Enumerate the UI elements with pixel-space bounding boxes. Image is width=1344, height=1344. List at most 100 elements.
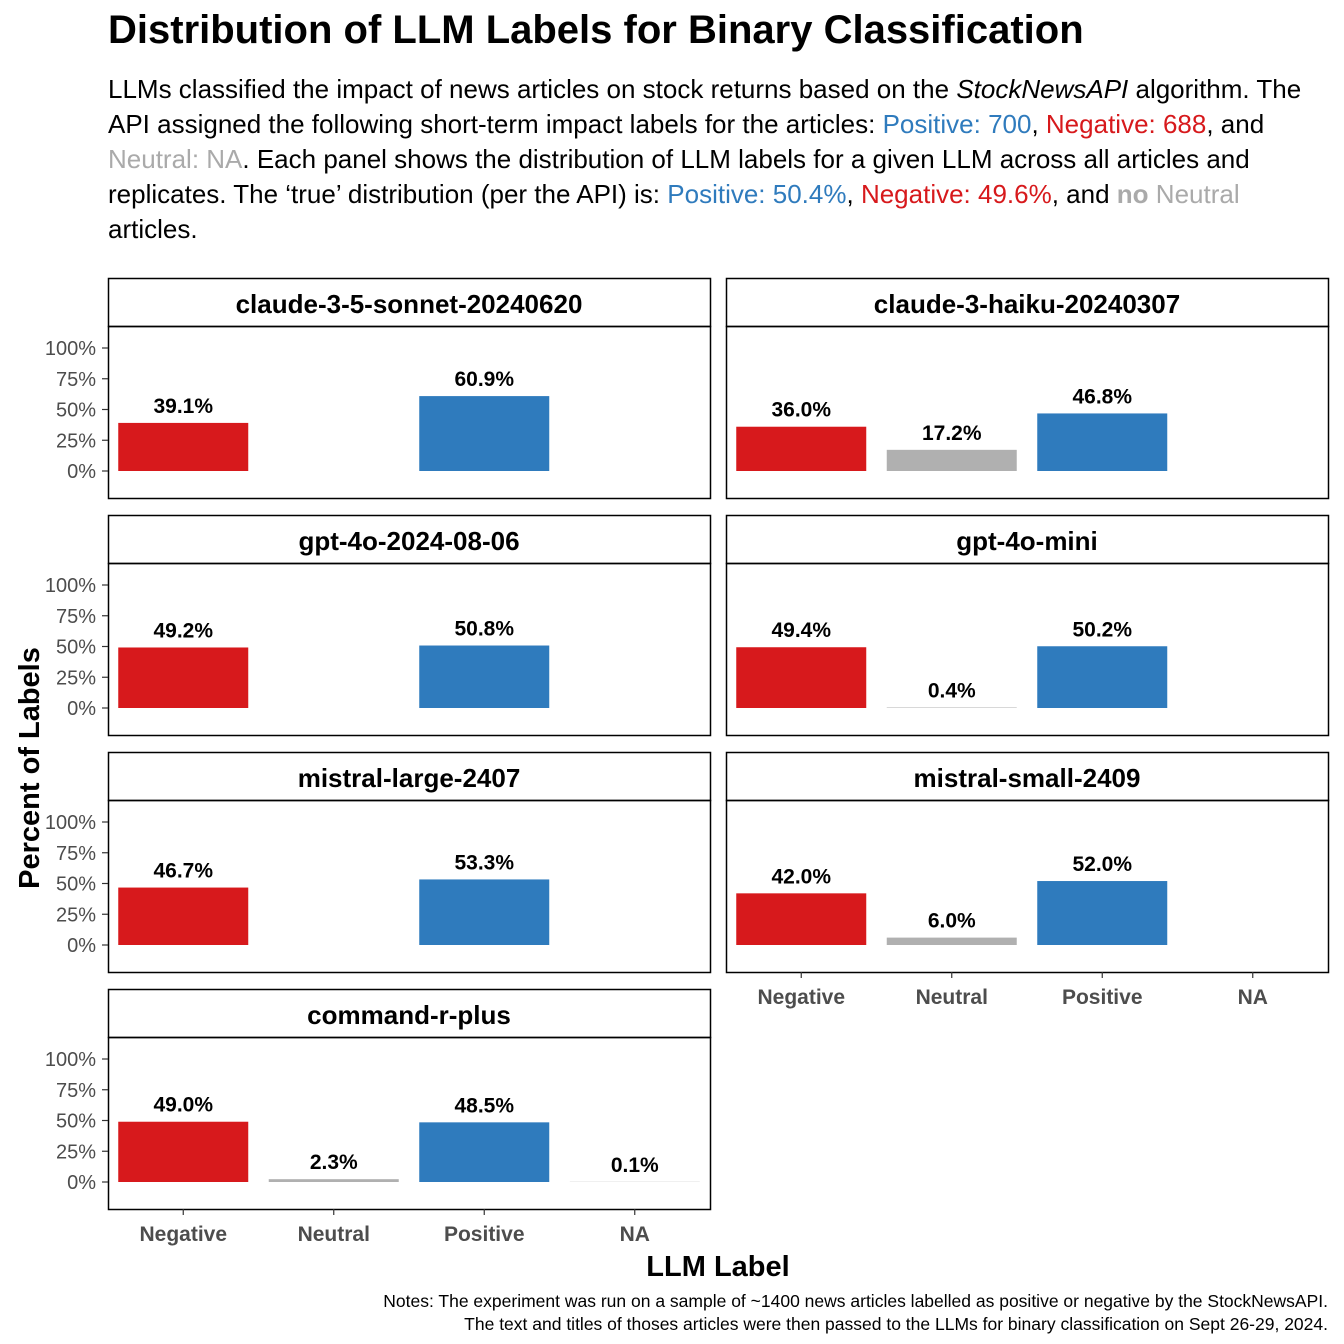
subtitle-negative-share: Negative: 49.6% [860,179,1052,209]
notes-line-2: The text and titles of thoses articles w… [464,1314,1328,1334]
x-tick-label: Negative [139,1223,227,1246]
y-tick-label: 50% [56,1111,96,1133]
panel-border [725,562,1330,737]
y-tick-label: 100% [45,338,96,360]
y-tick-label: 50% [56,637,96,659]
x-tick-label: Positive [1062,986,1143,1009]
subtitle-no-emphasis: no [1116,179,1149,209]
bar-value-label: 49.0% [153,1094,213,1117]
bar-neutral [268,1179,399,1182]
panel-title: gpt-4o-mini [956,526,1098,556]
panel-title: mistral-small-2409 [914,763,1141,793]
y-tick-label: 0% [67,935,96,957]
bar-neutral [886,449,1017,471]
bar-negative [118,887,249,945]
y-tick-label: 25% [56,430,96,452]
panel-strip [725,277,1330,328]
x-tick-label: NA [620,1223,650,1246]
y-tick-label: 100% [45,575,96,597]
bar-negative [118,422,249,471]
y-tick-label: 75% [56,1080,96,1102]
x-tick-label: Negative [757,986,845,1009]
subtitle-text: algorithm. The API assigned the followin… [108,74,1302,139]
bar-value-label: 0.4% [928,680,976,703]
bar-value-label: 39.1% [153,395,213,418]
notes-line-1: Notes: The experiment was run on a sampl… [383,1291,1328,1311]
panel-border [107,562,712,737]
subtitle-neutral-count: Neutral: NA [108,144,243,174]
bar-value-label: 2.3% [310,1151,358,1174]
panel-border [725,325,1330,500]
x-tick-label: Neutral [916,986,988,1009]
bar-value-label: 6.0% [928,910,976,933]
y-tick-label: 75% [56,843,96,865]
x-tick-label: NA [1238,986,1268,1009]
subtitle-text: , and [1051,179,1117,209]
chart-subtitle: LLMs classified the impact of news artic… [108,72,1323,247]
chart-title: Distribution of LLM Labels for Binary Cl… [108,8,1084,52]
x-axis-title: LLM Label [646,1251,789,1283]
panel-title: command-r-plus [307,1000,511,1030]
y-tick-label: 50% [56,400,96,422]
panel-strip [725,514,1330,565]
bar-value-label: 49.4% [771,619,831,642]
panel-title: claude-3-haiku-20240307 [874,289,1180,319]
panel-strip [107,277,712,328]
bar-value-label: 36.0% [771,399,831,422]
bar-value-label: 46.8% [1072,385,1132,408]
y-tick-label: 50% [56,874,96,896]
panel-border [725,799,1330,974]
bar-value-label: 42.0% [771,865,831,888]
bar-value-label: 53.3% [454,851,514,874]
subtitle-positive-count: Positive: 700 [882,109,1032,139]
bar-value-label: 50.8% [454,618,514,641]
bar-positive [419,879,550,945]
chart-notes: Notes: The experiment was run on a sampl… [383,1290,1328,1336]
y-tick-label: 100% [45,812,96,834]
panel-strip [107,751,712,802]
panel-border [107,1036,712,1211]
bar-negative [736,647,867,708]
bar-positive [419,1122,550,1182]
bar-value-label: 17.2% [922,422,982,445]
subtitle-text: articles. [108,214,198,244]
panel-strip [725,751,1330,802]
y-tick-label: 100% [45,1049,96,1071]
y-tick-label: 25% [56,1141,96,1163]
panel-strip [107,988,712,1039]
bar-value-label: 49.2% [153,619,213,642]
bar-positive [1037,881,1168,945]
subtitle-negative-count: Negative: 688 [1045,109,1207,139]
subtitle-positive-share: Positive: 50.4% [667,179,847,209]
bar-positive [419,396,550,471]
x-tick-label: Neutral [298,1223,370,1246]
panel-title: claude-3-5-sonnet-20240620 [236,289,583,319]
subtitle-text: , and [1206,109,1265,139]
bar-value-label: 46.7% [153,860,213,883]
subtitle-text: , [846,179,861,209]
subtitle-text: , [1031,109,1046,139]
bar-positive [419,645,550,708]
y-tick-label: 0% [67,461,96,483]
subtitle-text: . Each panel shows the distribution of L… [108,144,1250,209]
bar-negative [736,893,867,945]
y-tick-label: 75% [56,369,96,391]
y-tick-label: 25% [56,904,96,926]
bar-value-label: 52.0% [1072,853,1132,876]
y-tick-label: 0% [67,1172,96,1194]
subtitle-neutral-word: Neutral [1155,179,1240,209]
bar-positive [1037,646,1168,708]
bar-value-label: 60.9% [454,368,514,391]
y-tick-label: 25% [56,667,96,689]
panel-border [107,325,712,500]
bar-positive [1037,413,1168,471]
subtitle-api-name: StockNewsAPI [956,74,1129,104]
bar-negative [118,1121,249,1182]
y-axis-title: Percent of Labels [14,647,46,889]
bar-value-label: 48.5% [454,1094,514,1117]
bar-neutral [886,937,1017,945]
y-tick-label: 75% [56,606,96,628]
panel-title: mistral-large-2407 [298,763,521,793]
x-tick-label: Positive [444,1223,525,1246]
